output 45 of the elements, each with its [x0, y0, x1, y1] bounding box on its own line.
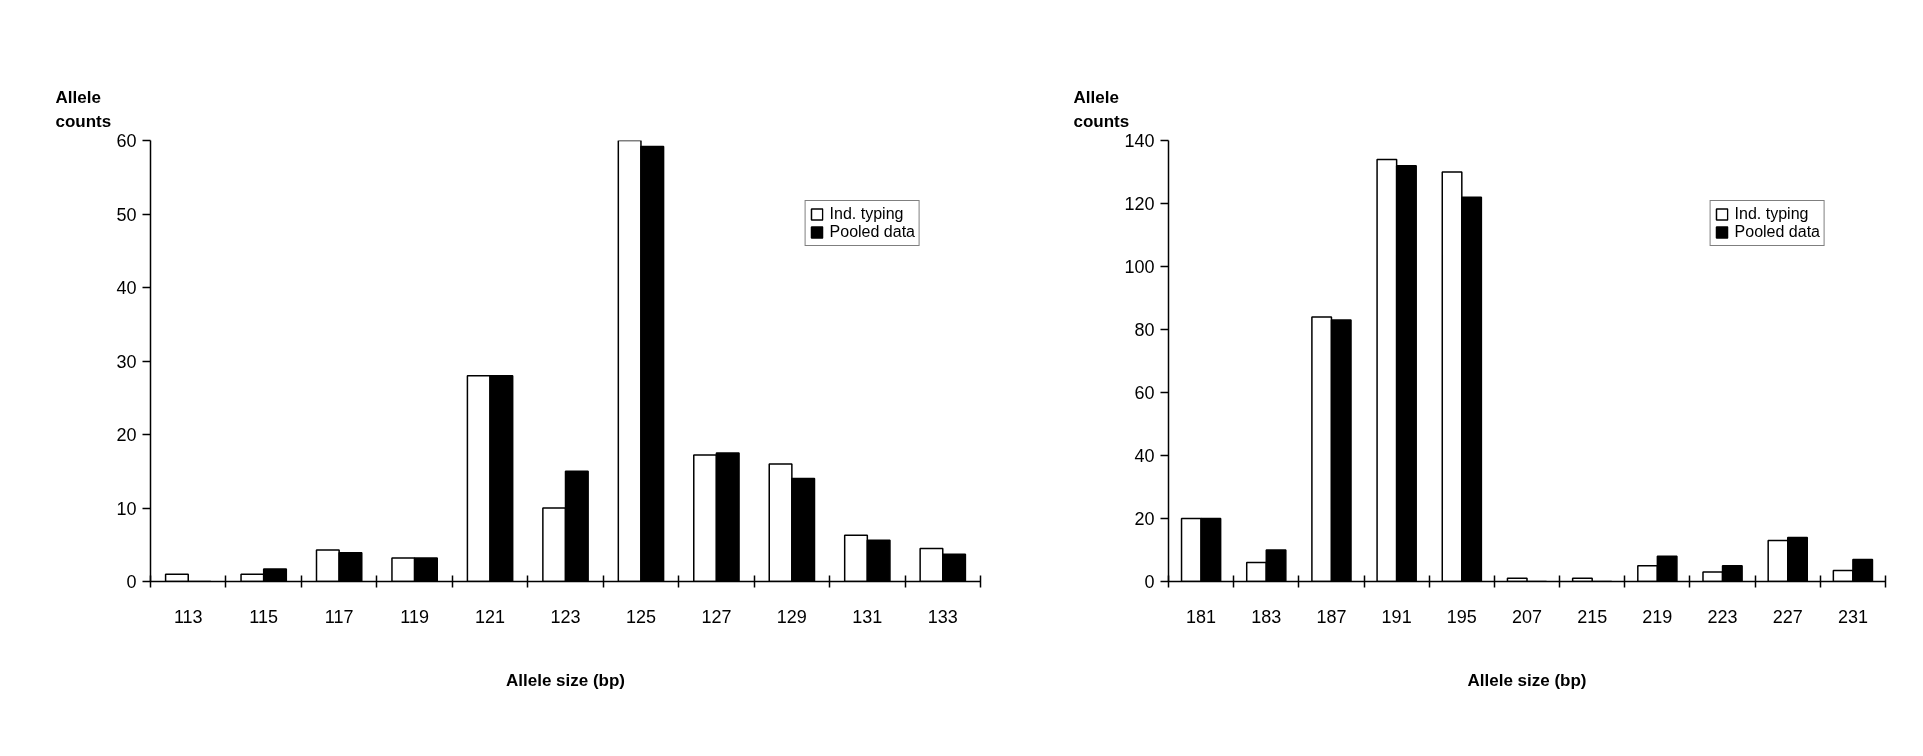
legend-label: Pooled data [1734, 223, 1820, 241]
x-tick-label: 219 [1642, 606, 1673, 627]
x-tick-label: 227 [1772, 606, 1803, 627]
y-tick-label: 20 [116, 425, 137, 445]
y-tick-label: 60 [116, 131, 137, 151]
y-tick-label: 100 [1124, 257, 1155, 277]
y-tick-label: 120 [1124, 194, 1155, 214]
y-tick-label: 20 [1134, 509, 1155, 529]
x-tick-label: 133 [927, 606, 958, 627]
x-tick-label: 195 [1446, 606, 1477, 627]
y-tick-label: 50 [116, 204, 137, 225]
y-axis-title: Allele counts [1073, 87, 1130, 132]
x-tick-label: 117 [324, 606, 354, 627]
x-tick-label: 207 [1511, 606, 1543, 627]
x-tick-label: 183 [1251, 606, 1282, 627]
x-tick-label: 181 [1186, 606, 1217, 627]
y-tick-label: 60 [1134, 383, 1155, 403]
y-tick-label: 0 [1144, 572, 1155, 592]
legend-label: Ind. typing [829, 205, 904, 223]
x-tick-label: 121 [475, 606, 506, 627]
legend-label: Pooled data [829, 223, 915, 241]
y-tick-label: 80 [1134, 320, 1155, 340]
x-tick-label: 215 [1577, 606, 1608, 627]
y-tick-label: 0 [126, 572, 137, 592]
x-tick-label: 129 [776, 606, 807, 627]
y-tick-label: 10 [116, 498, 137, 519]
x-tick-label: 127 [701, 606, 732, 627]
x-tick-label: 115 [249, 606, 279, 627]
x-tick-label: 123 [550, 606, 581, 627]
y-tick-label: 30 [116, 351, 137, 372]
x-tick-label: 231 [1837, 606, 1868, 627]
x-axis-title: Allele size (bp) [1467, 670, 1587, 690]
y-tick-label: 40 [116, 278, 137, 298]
y-tick-label: 40 [1134, 446, 1155, 466]
x-tick-label: 223 [1707, 606, 1738, 627]
x-tick-label: 113 [173, 606, 203, 627]
x-tick-label: 125 [625, 606, 656, 627]
x-axis-title: Allele size (bp) [505, 670, 626, 690]
y-tick-label: 140 [1124, 131, 1155, 151]
x-tick-label: 191 [1381, 606, 1412, 627]
y-axis-title: Allele counts [55, 87, 112, 132]
x-tick-label: 119 [400, 606, 429, 627]
legend-label: Ind. typing [1734, 205, 1809, 223]
x-tick-label: 187 [1316, 606, 1347, 627]
x-tick-label: 131 [852, 606, 883, 627]
